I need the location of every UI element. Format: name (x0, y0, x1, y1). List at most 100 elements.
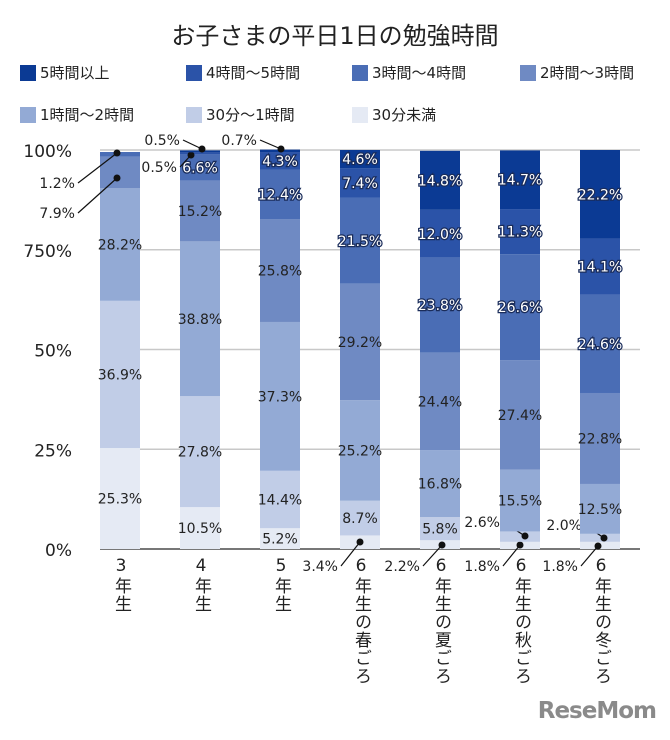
leader-dot (113, 149, 121, 157)
bar-segment (420, 209, 460, 258)
leader-dot (198, 145, 206, 153)
data-label: 2.6% (464, 515, 500, 531)
y-tick-label: 750% (23, 242, 72, 262)
data-label: 8.7% (342, 511, 378, 527)
bar-segment (580, 238, 620, 295)
data-label: 12.4% (258, 187, 302, 203)
legend-swatch (352, 106, 368, 123)
legend-label: 30分～1時間 (206, 106, 295, 124)
leader-line (182, 139, 203, 150)
legend-swatch (520, 64, 536, 81)
leader-dot (600, 534, 608, 542)
bar-segment (580, 392, 620, 484)
legend-label: 1時間～2時間 (40, 106, 135, 124)
data-label: 37.3% (258, 389, 302, 405)
bar-segment (500, 254, 540, 361)
data-label: 11.3% (498, 225, 542, 241)
bar-segment (500, 360, 540, 470)
data-label: 14.1% (578, 260, 622, 276)
data-label: 21.5% (338, 234, 382, 250)
bar-segment (340, 500, 380, 536)
data-label: 14.7% (498, 173, 542, 189)
data-label: 0.5% (141, 160, 177, 176)
bar-segment (580, 533, 620, 542)
leader-dot (594, 542, 602, 550)
legend-item: 4時間～5時間 (186, 62, 300, 83)
bar-segment (260, 219, 300, 322)
leader-line (502, 544, 521, 567)
x-tick-label: 6年生の春ごろ (351, 556, 371, 685)
bar-segment (100, 188, 140, 301)
bar-segment (100, 156, 140, 189)
bar-segment (260, 152, 300, 170)
data-label: 23.8% (418, 298, 462, 314)
legend-label: 30分未満 (372, 106, 437, 124)
bar-segment (340, 150, 380, 169)
leader-dot (113, 174, 121, 182)
data-label: 5.2% (262, 532, 298, 548)
bar-segment (580, 294, 620, 393)
bar-segment (180, 507, 220, 549)
leader-dot (521, 532, 529, 540)
data-label: 6.6% (182, 161, 218, 177)
bar-segment (180, 154, 220, 181)
data-label: 22.2% (578, 187, 622, 203)
x-tick-label: 6年生の夏ごろ (431, 556, 451, 685)
data-label: 1.8% (542, 559, 578, 575)
bar-segment (500, 150, 540, 210)
leader-dot (356, 538, 364, 546)
data-label: 0.7% (221, 133, 257, 149)
bar-segment (340, 283, 380, 401)
data-label: 25.8% (258, 263, 302, 279)
data-label: 36.9% (98, 367, 142, 383)
data-label: 10.5% (178, 521, 222, 537)
leader-line (77, 177, 118, 214)
data-label: 0.5% (144, 133, 180, 149)
leader-line (422, 544, 443, 567)
data-label: 7.9% (39, 206, 75, 222)
data-label: 28.2% (98, 238, 142, 254)
bar-segment (420, 257, 460, 353)
x-tick-label: 6年生の秋ごろ (511, 556, 531, 685)
legend-label: 3時間～4時間 (372, 64, 467, 82)
legend-item: 30分～1時間 (186, 104, 295, 125)
bar-segment (260, 528, 300, 549)
legend-item: 5時間以上 (20, 62, 110, 83)
legend-swatch (352, 64, 368, 81)
leader-line (77, 152, 118, 184)
resemom-logo: ReseMom (537, 698, 657, 724)
data-label: 24.6% (578, 337, 622, 353)
leader-line (259, 139, 282, 150)
x-tick-label: 5年生 (271, 556, 291, 613)
bar-segment (340, 197, 380, 284)
leader-dot (187, 151, 195, 159)
data-label: 27.4% (498, 408, 542, 424)
bar-segment (260, 169, 300, 220)
legend-label: 4時間～5時間 (206, 64, 301, 82)
data-label: 3.4% (302, 559, 338, 575)
bar-segment (500, 531, 540, 542)
x-tick-label: 3年生 (111, 556, 131, 613)
data-label: 5.8% (422, 522, 458, 538)
legend-swatch (186, 106, 202, 123)
legend-label: 5時間以上 (40, 64, 110, 82)
data-label: 4.3% (262, 154, 298, 170)
legend-swatch (20, 64, 36, 81)
bar-segment (180, 241, 220, 397)
bar-segment (100, 448, 140, 549)
legend-swatch (20, 106, 36, 123)
data-label: 26.6% (498, 300, 542, 316)
legend-label: 2時間～3時間 (540, 64, 635, 82)
bar-segment (420, 450, 460, 518)
bar-segment (580, 483, 620, 534)
leader-line (580, 545, 599, 567)
bar-segment (580, 150, 620, 239)
data-label: 1.2% (39, 176, 75, 192)
data-label: 15.2% (178, 204, 222, 220)
leader-dot (438, 541, 446, 549)
bar-segment (340, 168, 380, 198)
data-label: 12.5% (578, 502, 622, 518)
data-label: 4.6% (342, 152, 378, 168)
bar-segment (180, 180, 220, 242)
